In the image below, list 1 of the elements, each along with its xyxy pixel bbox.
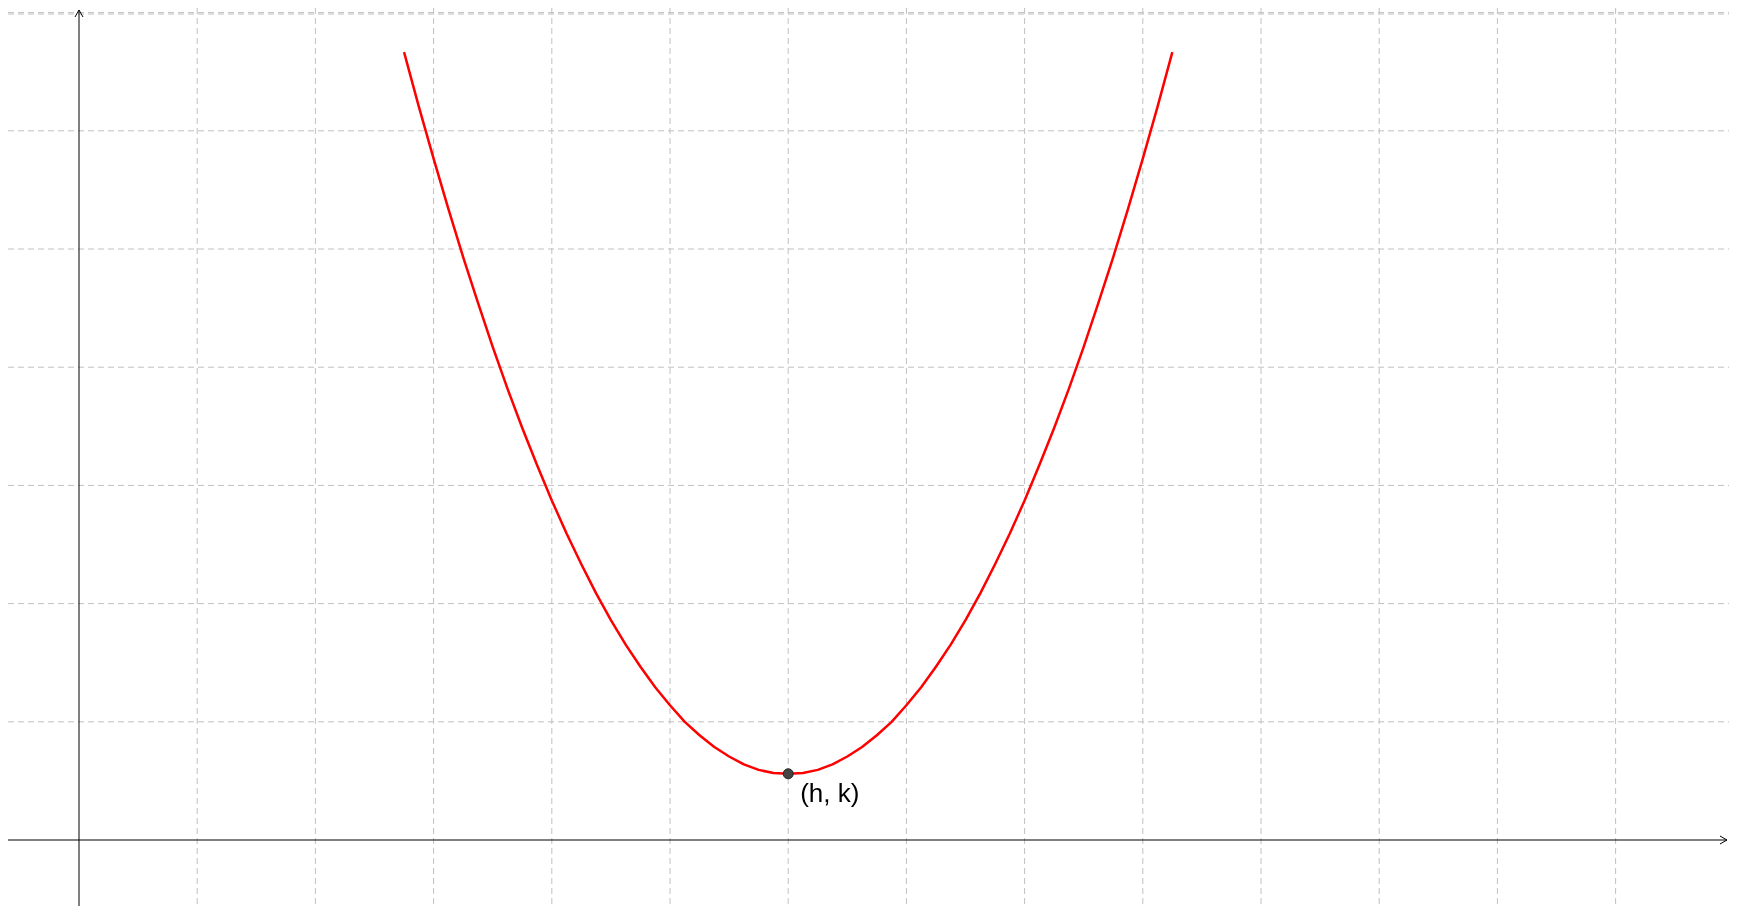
annotation: (h, k) xyxy=(800,777,860,808)
